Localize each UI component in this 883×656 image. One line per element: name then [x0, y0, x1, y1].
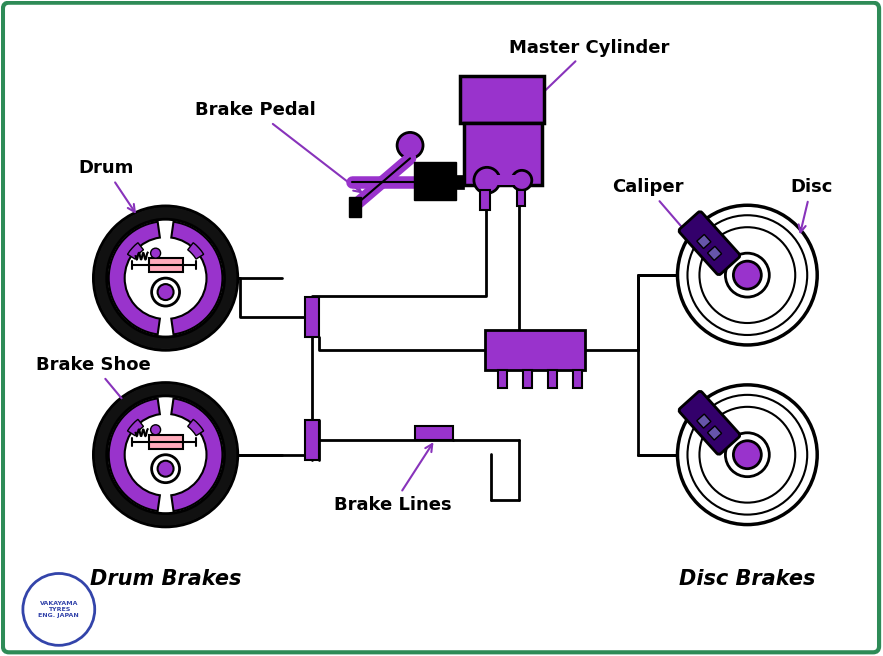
Circle shape [512, 171, 532, 190]
Circle shape [677, 205, 817, 345]
Wedge shape [109, 398, 160, 511]
Text: Caliper: Caliper [612, 178, 694, 241]
FancyBboxPatch shape [679, 212, 740, 275]
Bar [349, 197, 361, 217]
Bar [148, 258, 183, 272]
Bar [573, 370, 582, 388]
Circle shape [474, 167, 500, 194]
Circle shape [734, 261, 761, 289]
Text: Master Cylinder: Master Cylinder [509, 39, 670, 124]
Text: Disc Brakes: Disc Brakes [679, 569, 816, 590]
Bar [414, 162, 456, 200]
Circle shape [397, 133, 423, 158]
Wedge shape [109, 222, 160, 335]
Wedge shape [171, 398, 223, 511]
Circle shape [157, 284, 174, 300]
FancyBboxPatch shape [679, 391, 740, 455]
Text: VAKAYAMA
TYRES
ENG. JAPAN: VAKAYAMA TYRES ENG. JAPAN [39, 601, 79, 618]
Text: Drum Brakes: Drum Brakes [90, 569, 241, 590]
Bar [487, 175, 522, 185]
Bar [456, 175, 464, 190]
Bar [464, 123, 542, 185]
Bar [707, 246, 721, 260]
FancyBboxPatch shape [3, 3, 879, 652]
Circle shape [23, 573, 94, 646]
Bar [697, 234, 711, 249]
Bar [306, 297, 320, 337]
Circle shape [699, 407, 796, 502]
Bar [517, 190, 525, 206]
Text: Disc: Disc [790, 178, 833, 232]
Circle shape [107, 396, 224, 514]
Text: Brake Pedal: Brake Pedal [195, 102, 361, 192]
Bar [498, 370, 507, 388]
Circle shape [107, 219, 224, 337]
Bar [148, 435, 183, 449]
Circle shape [734, 441, 761, 468]
Circle shape [699, 227, 796, 323]
Text: Brake Lines: Brake Lines [335, 444, 452, 514]
Circle shape [152, 278, 179, 306]
Bar [547, 370, 557, 388]
Bar [480, 190, 490, 211]
Wedge shape [127, 419, 143, 436]
Wedge shape [127, 243, 143, 259]
Circle shape [94, 383, 238, 527]
Wedge shape [188, 243, 204, 259]
Text: Brake Shoe: Brake Shoe [36, 356, 151, 409]
Text: Drum: Drum [78, 159, 135, 212]
Circle shape [157, 461, 174, 477]
Circle shape [94, 206, 238, 350]
Circle shape [688, 215, 807, 335]
Bar [306, 420, 320, 460]
Bar [697, 414, 711, 428]
Circle shape [152, 455, 179, 483]
Wedge shape [171, 222, 223, 335]
Circle shape [151, 248, 161, 258]
Bar [523, 370, 532, 388]
Bar [485, 330, 585, 370]
Circle shape [726, 433, 769, 477]
Bar [707, 426, 721, 440]
Circle shape [688, 395, 807, 514]
Wedge shape [188, 419, 204, 436]
Circle shape [94, 384, 237, 525]
Bar [415, 426, 453, 440]
Bar [460, 75, 544, 123]
Circle shape [151, 425, 161, 435]
Circle shape [677, 385, 817, 525]
Circle shape [726, 253, 769, 297]
Circle shape [94, 207, 237, 349]
